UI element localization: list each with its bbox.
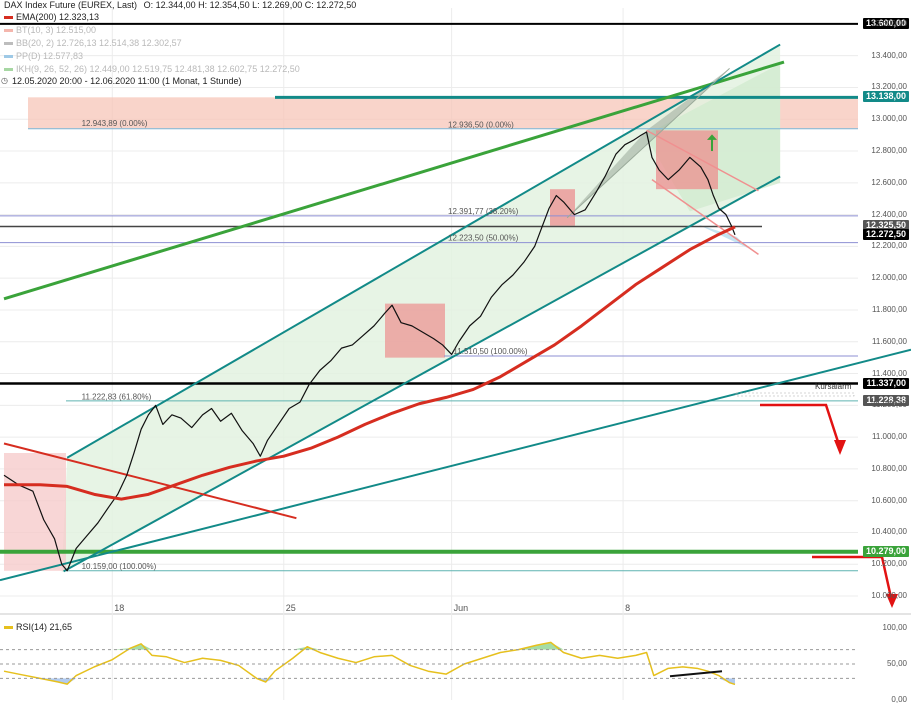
indicator-label: BB(20, 2) 12.726,13 12.514,38 12.302,57 <box>16 38 182 48</box>
rsi-legend: RSI(14) 21,65 <box>4 622 72 633</box>
y-tick-label: 10.800,00 <box>871 463 907 473</box>
indicator-legend-row: IKH(9, 26, 52, 26) 12.449,00 12.519,75 1… <box>4 64 300 75</box>
rsi-divergence-line <box>669 670 723 678</box>
y-tick-label: 12.600,00 <box>871 177 907 187</box>
y-tick-label: 12.000,00 <box>871 273 907 283</box>
long-uptrend-green <box>3 60 785 301</box>
price-tag: 11.228,38 <box>863 394 909 406</box>
rsi-tick-label: 50,00 <box>886 659 907 668</box>
ohlc-values: O: 12.344,00 H: 12.354,50 L: 12.269,00 C… <box>143 0 357 10</box>
ikh-wedge <box>697 224 748 248</box>
y-tick-label: 13.200,00 <box>871 82 907 92</box>
settings-icon[interactable]: ◷ <box>1 76 8 85</box>
indicator-swatch <box>4 68 13 72</box>
indicator-legend-row: BT(10, 3) 12.515,00 <box>4 25 96 36</box>
red-target-arrow-1 <box>760 403 842 449</box>
falling-resistance-red <box>3 442 297 520</box>
indicator-legend-row: BB(20, 2) 12.726,13 12.514,38 12.302,57 <box>4 38 182 49</box>
ema200-line <box>4 225 736 501</box>
fib-label: 12.936,50 (0.00%) <box>448 120 514 129</box>
correction-box-3 <box>550 189 575 226</box>
fib-label: 12.943,89 (0.00%) <box>82 119 148 128</box>
y-tick-label: 12.200,00 <box>871 241 907 251</box>
y-tick-label: 13.000,00 <box>871 114 907 124</box>
price-tag: 12.272,50 <box>862 228 909 240</box>
indicator-swatch <box>4 42 13 46</box>
x-tick-label: 25 <box>286 603 296 613</box>
x-tick-label: 8 <box>625 603 630 613</box>
indicator-legend-row: EMA(200) 12.323,13 <box>4 12 99 23</box>
y-tick-label: 12.400,00 <box>871 209 907 219</box>
price-tag: 10.279,00 <box>862 545 909 557</box>
fib-label: 11.222,83 (61.80%) <box>82 393 152 402</box>
chart-title: DAX Index Future (EUREX, Last) <box>4 0 138 10</box>
chart-title-row: DAX Index Future (EUREX, Last) O: 12.344… <box>4 0 356 11</box>
price-tag: 11.337,00 <box>863 377 909 389</box>
y-tick-label: 11.000,00 <box>872 432 907 442</box>
rsi-line <box>3 641 736 686</box>
x-tick-label: Jun <box>454 603 469 613</box>
fib-label: 11.510,50 (100.00%) <box>453 347 527 356</box>
y-tick-label: 11.600,00 <box>872 336 907 346</box>
wedge-upper-red <box>646 129 759 192</box>
date-range-text: 12.05.2020 20:00 - 12.06.2020 11:00 (1 M… <box>12 76 242 86</box>
red-arrowhead-1 <box>834 440 846 455</box>
fib-label: 12.391,77 (38.20%) <box>448 207 519 216</box>
y-tick-label: 11.200,00 <box>872 400 907 410</box>
y-tick-label: 10.400,00 <box>871 527 907 537</box>
date-range: 12.05.2020 20:00 - 12.06.2020 11:00 (1 M… <box>12 76 242 87</box>
indicator-swatch <box>4 29 13 33</box>
x-tick-label: 18 <box>114 603 124 613</box>
red-target-arrow-2 <box>812 555 894 603</box>
correction-box-2 <box>385 303 445 358</box>
rsi-tick-label: 100,00 <box>882 623 907 632</box>
indicator-legend-row: PP(D) 12.577,83 <box>4 51 83 62</box>
lower-teal-trendline <box>0 348 911 582</box>
rsi-swatch <box>4 626 13 630</box>
indicator-label: BT(10, 3) 12.515,00 <box>16 25 97 35</box>
y-tick-label: 13.400,00 <box>871 50 907 60</box>
rsi-label: RSI(14) <box>16 622 48 632</box>
indicator-label: EMA(200) 12.323,13 <box>16 12 100 22</box>
kursalarm-marker <box>735 392 855 397</box>
price-tag: 12.325,50 <box>862 220 909 232</box>
indicator-label: IKH(9, 26, 52, 26) 12.449,00 12.519,75 1… <box>16 64 300 74</box>
fib-label: 10.159,00 (100.00%) <box>82 562 157 571</box>
red-arrowhead-2 <box>886 594 898 608</box>
y-tick-label: 11.800,00 <box>872 304 907 314</box>
signal-up-arrowhead <box>707 134 717 140</box>
y-tick-label: 12.800,00 <box>871 146 907 156</box>
y-tick-label: 11.400,00 <box>872 368 907 378</box>
y-tick-label: 10.000,00 <box>871 591 907 601</box>
kursalarm-label: Kursalarm <box>815 382 852 391</box>
price-tag: 13.138,00 <box>862 91 909 103</box>
y-tick-label: 13.600,00 <box>871 18 907 28</box>
indicator-label: PP(D) 12.577,83 <box>16 51 84 61</box>
rsi-value: 21,65 <box>49 622 73 632</box>
rsi-tick-label: 0,00 <box>891 695 907 704</box>
channel-lower-line <box>63 175 781 573</box>
fib-label: 12.223,50 (50.00%) <box>448 234 519 243</box>
price-tag: 13.600,00 <box>862 17 909 29</box>
indicator-swatch <box>4 55 13 59</box>
y-tick-label: 10.600,00 <box>871 495 907 505</box>
y-tick-label: 10.200,00 <box>871 559 907 569</box>
channel-upper-line <box>66 43 781 459</box>
wedge-lower-red <box>651 179 759 255</box>
indicator-swatch <box>4 16 13 20</box>
price-line <box>3 131 736 572</box>
rsi-panel <box>0 616 858 705</box>
